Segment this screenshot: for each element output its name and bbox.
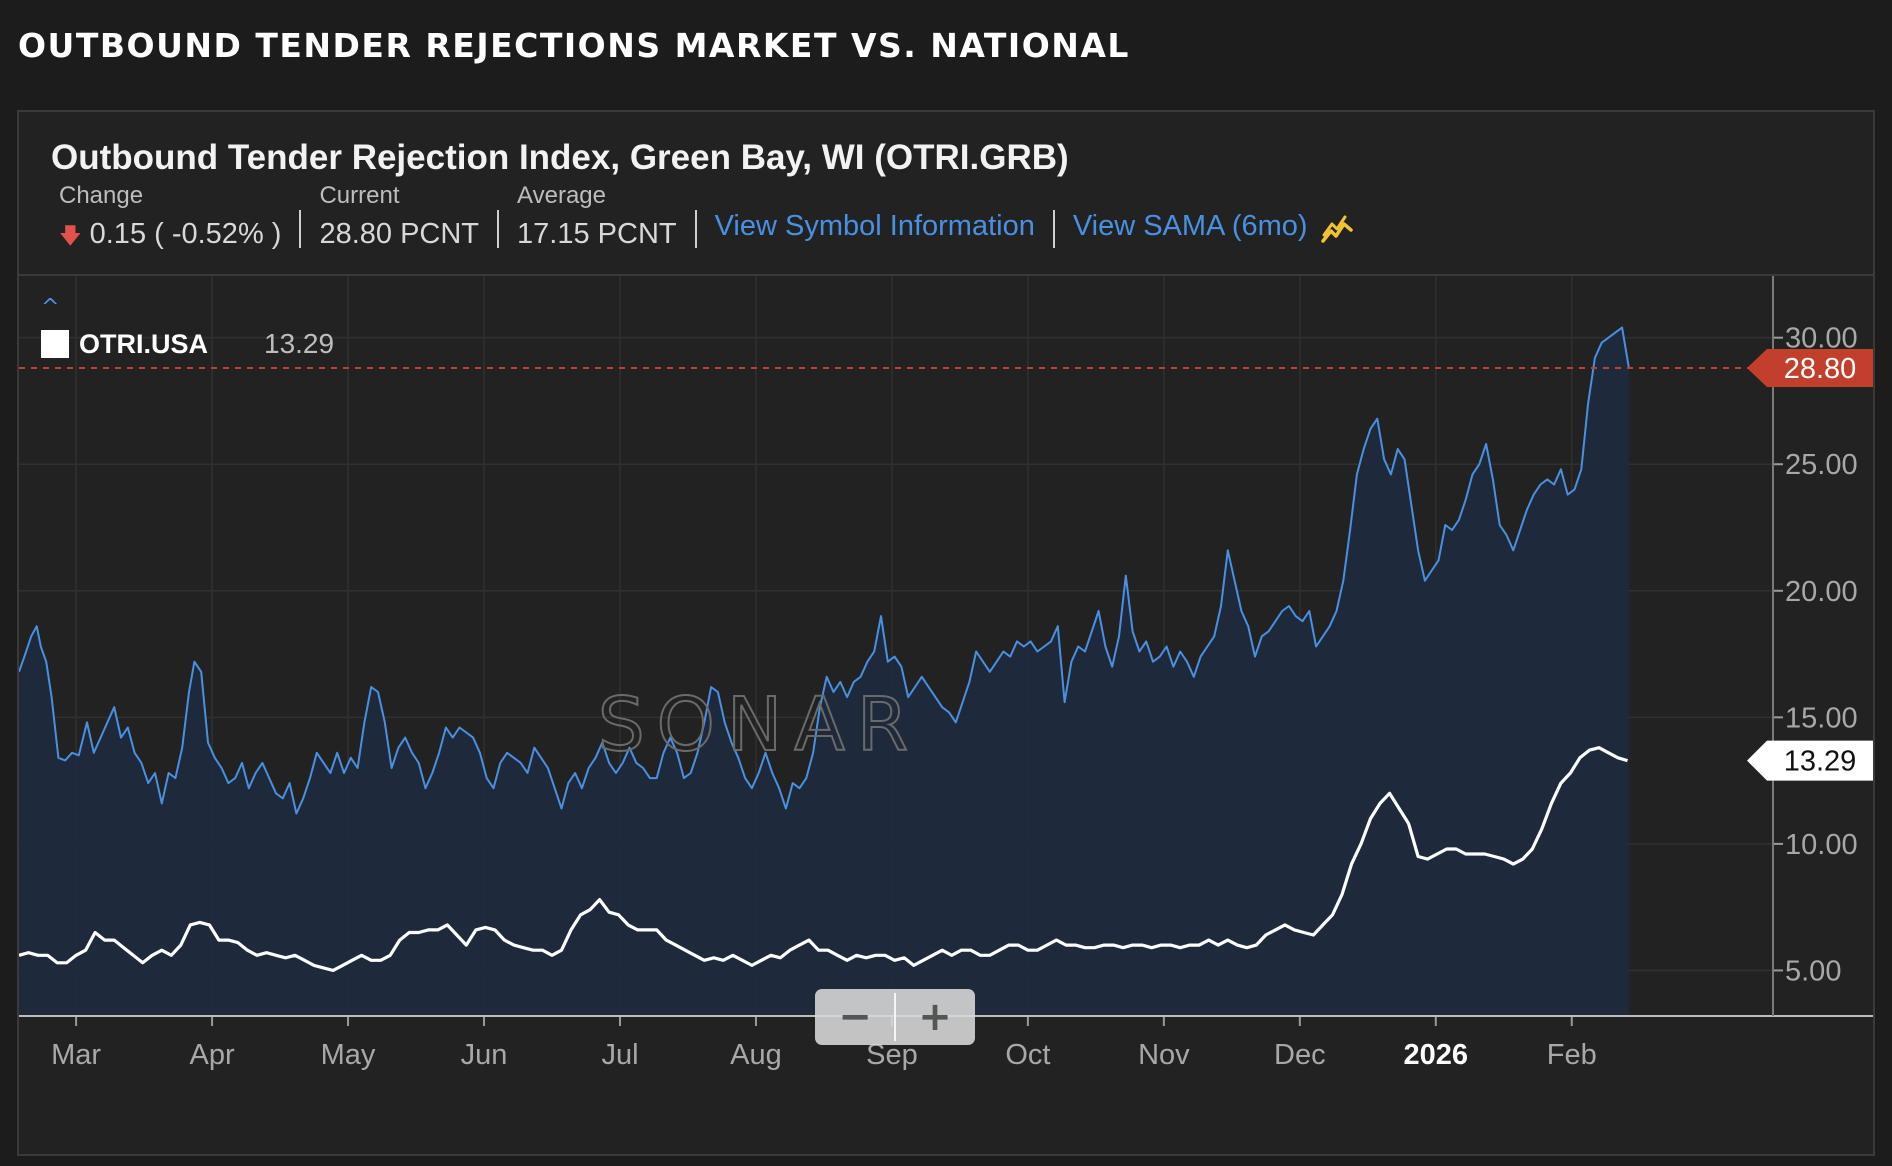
legend: ^ OTRI.USA 13.29 xyxy=(41,295,334,359)
view-symbol-info-link[interactable]: View Symbol Information xyxy=(714,210,1035,242)
x-tick-label: Aug xyxy=(730,1039,782,1071)
zoom-controls: − + xyxy=(815,989,975,1045)
usa-value-marker-label: 13.29 xyxy=(1784,746,1857,778)
usa-value-marker: 13.29 xyxy=(1747,740,1873,781)
symbol-title: Outbound Tender Rejection Index, Green B… xyxy=(51,138,1069,177)
change-label: Change xyxy=(59,182,144,209)
divider xyxy=(299,210,302,248)
divider xyxy=(1052,210,1055,248)
current-stat: Current 28.80 PCNT xyxy=(319,182,479,251)
down-arrow-icon: 🡇 xyxy=(59,223,82,248)
change-value-wrap: 🡇 0.15 ( -0.52% ) xyxy=(59,218,281,257)
view-sama-link[interactable]: View SAMA (6mo) xyxy=(1072,210,1354,244)
divider xyxy=(497,210,500,248)
legend-series-name: OTRI.USA xyxy=(79,329,208,359)
x-tick-label: Nov xyxy=(1138,1039,1190,1071)
x-tick-label: 2026 xyxy=(1404,1039,1469,1071)
series-line-otri-grb xyxy=(19,326,1630,815)
y-tick-label: 5.00 xyxy=(1785,955,1841,987)
y-tick-label: 25.00 xyxy=(1785,449,1858,481)
x-tick-label: Jun xyxy=(461,1039,508,1071)
change-value: 0.15 ( -0.52% ) xyxy=(89,218,282,250)
x-tick-label: Oct xyxy=(1005,1039,1050,1071)
y-tick-label: 20.00 xyxy=(1785,576,1858,608)
x-tick-label: Mar xyxy=(51,1039,101,1071)
page-title: OUTBOUND TENDER REJECTIONS MARKET VS. NA… xyxy=(18,26,1130,65)
x-tick-label: Dec xyxy=(1274,1039,1326,1071)
x-tick-label: Apr xyxy=(190,1039,235,1071)
usa-value-marker-bg xyxy=(1747,740,1873,781)
y-tick-label: 15.00 xyxy=(1785,702,1858,734)
series-area-otri-grb xyxy=(19,327,1629,1017)
chart-panel: Outbound Tender Rejection Index, Green B… xyxy=(17,110,1875,1156)
zoom-in-button[interactable]: + xyxy=(918,994,952,1040)
current-value-marker: 28.80 xyxy=(1747,349,1873,388)
change-stat: Change 🡇 0.15 ( -0.52% ) xyxy=(59,182,281,257)
symbol-header: Outbound Tender Rejection Index, Green B… xyxy=(19,112,1873,276)
current-value-marker-label: 28.80 xyxy=(1784,353,1857,385)
current-value-marker-bg xyxy=(1747,349,1873,388)
average-stat: Average 17.15 PCNT xyxy=(517,182,677,251)
view-sama-label: View SAMA (6mo) xyxy=(1072,210,1308,242)
legend-collapse-icon[interactable]: ^ xyxy=(41,295,59,320)
series-line-otri-usa xyxy=(19,746,1628,972)
current-label: Current xyxy=(319,182,400,209)
current-value: 28.80 PCNT xyxy=(319,218,480,250)
x-tick-label: May xyxy=(321,1039,376,1071)
zoom-out-button[interactable]: − xyxy=(838,994,872,1040)
x-tick-label: Feb xyxy=(1547,1039,1597,1071)
average-label: Average xyxy=(517,182,606,209)
legend-swatch xyxy=(41,330,69,358)
sonar-watermark: SONAR xyxy=(598,682,921,768)
divider xyxy=(694,210,697,248)
legend-series-value: 13.29 xyxy=(264,328,334,359)
x-tick-label: Jul xyxy=(601,1039,638,1071)
sama-chart-icon xyxy=(1320,215,1353,244)
average-value: 17.15 PCNT xyxy=(517,218,677,250)
y-tick-label: 10.00 xyxy=(1785,829,1858,861)
stats-row: Change 🡇 0.15 ( -0.52% ) Current 28.80 PC… xyxy=(59,182,1354,252)
